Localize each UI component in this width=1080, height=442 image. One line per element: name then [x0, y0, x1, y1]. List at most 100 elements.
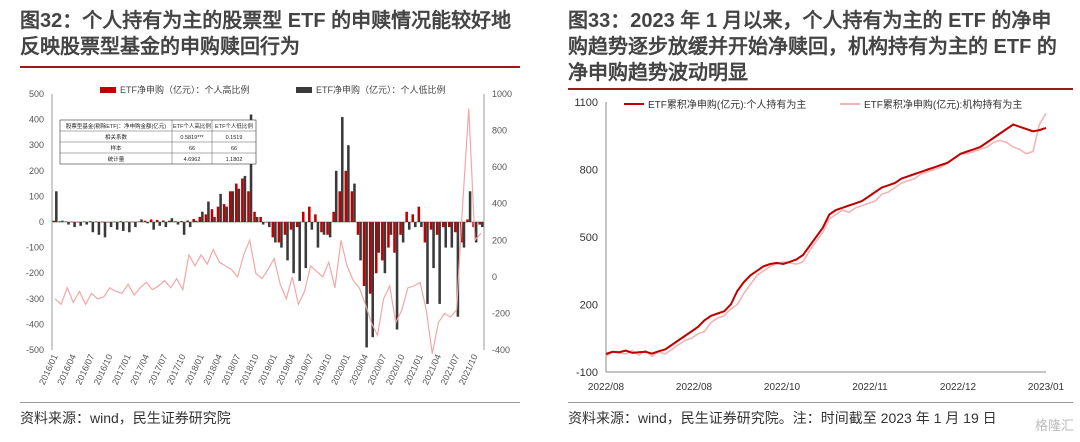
bar-high — [338, 191, 342, 222]
bar-high — [417, 206, 421, 222]
bar-low — [140, 219, 143, 222]
bar-high — [174, 221, 177, 222]
bar-high — [423, 222, 427, 243]
bar-low — [188, 222, 192, 228]
bar-high — [52, 220, 56, 222]
bar-low — [128, 222, 131, 233]
bar-high — [113, 221, 116, 223]
left-chart: -500 -400 -300 -200 -100 0 100 200 300 400 500 -400… — [26, 84, 512, 386]
bar-high — [216, 206, 220, 222]
bar-high — [186, 220, 189, 222]
bar-low — [79, 222, 82, 226]
bar-high — [259, 216, 262, 222]
bar-high — [466, 219, 469, 222]
bar-high — [314, 214, 317, 222]
bar-high — [387, 222, 390, 248]
bar-high — [283, 222, 287, 235]
bar-low — [274, 222, 277, 243]
x-tick-label: 2022/08 — [588, 382, 625, 393]
bar-low — [383, 222, 387, 274]
bar-low — [414, 222, 417, 228]
bar-high — [192, 218, 195, 222]
bar-high — [393, 222, 396, 253]
bar-low — [462, 222, 466, 248]
left-panel: 图32：个人持有为主的股票型 ETF 的申赎情况能较好地反映股票型基金的申购赎回… — [0, 0, 532, 442]
bar-low — [280, 222, 283, 248]
bar-low — [377, 222, 381, 253]
bar-low — [480, 222, 484, 228]
bar-low — [292, 222, 295, 274]
bar-low — [438, 222, 441, 304]
bar-high — [362, 222, 366, 286]
bar-high — [295, 222, 299, 228]
watermark: 格隆汇 — [1034, 418, 1074, 433]
y-tick-label: 200 — [29, 166, 44, 176]
right-panel: 图33：2023 年 1 月以来，个人持有为主的 ETF 的净申购趋势逐步放缓并… — [556, 0, 1080, 442]
bar-high — [374, 222, 378, 274]
bar-high — [301, 211, 305, 222]
x-tick-label: 2022/08 — [676, 382, 713, 393]
bar-low — [67, 222, 70, 225]
bar-low — [73, 222, 76, 228]
bar-low — [164, 222, 168, 228]
right-chart: -100 200 500 800 1100 2022/08 2022/08 2022/10 20… — [574, 97, 1064, 393]
bar-low — [115, 222, 119, 230]
bar-high — [247, 191, 250, 222]
bar-high — [64, 221, 68, 222]
y2-tick-label: 400 — [492, 199, 507, 209]
bar-high — [228, 191, 232, 222]
bar-low — [176, 222, 180, 225]
bar-low — [328, 222, 332, 238]
y-tick-label: -200 — [26, 268, 44, 278]
bar-low — [243, 175, 247, 222]
table-cell: 4.6962 — [184, 157, 201, 163]
bar-low — [85, 222, 89, 225]
bar-low — [268, 222, 271, 228]
bar-high — [180, 220, 183, 222]
bar-high — [95, 221, 98, 222]
bar-low — [109, 222, 113, 228]
bar-low — [255, 216, 259, 222]
y-tick-label: -500 — [26, 345, 44, 355]
bar-high — [277, 222, 281, 243]
source-rule — [20, 402, 520, 403]
bar-low — [365, 222, 368, 348]
line-institutional — [605, 112, 1047, 358]
bar-high — [454, 222, 457, 233]
y-tick-label: 400 — [29, 115, 44, 125]
bar-high — [137, 221, 141, 222]
bar-high — [101, 221, 104, 223]
bar-low — [450, 222, 454, 248]
bar-high — [253, 211, 256, 222]
bar-low — [55, 191, 58, 222]
bar-high — [411, 214, 415, 222]
source-rule — [568, 402, 1073, 403]
y-tick-label: 0 — [39, 217, 44, 227]
legend-label-high: ETF净申购（亿元）：个人高比例 — [120, 84, 250, 95]
table-cell: 1.1802 — [226, 157, 243, 163]
bar-high — [289, 222, 293, 230]
bar-high — [429, 222, 433, 230]
y-tick-label: 500 — [29, 89, 44, 99]
bar-low — [158, 222, 162, 226]
bar-high — [222, 204, 226, 222]
table-cell: 66 — [231, 146, 237, 152]
bar-low — [389, 222, 393, 235]
table-cell: 0.5819*** — [180, 135, 204, 141]
bar-low — [420, 222, 423, 228]
bar-low — [432, 222, 435, 269]
bar-low — [310, 222, 314, 230]
bar-high — [447, 222, 451, 228]
y-tick-label: 100 — [29, 191, 44, 201]
bar-high — [332, 211, 335, 222]
bar-high — [356, 222, 360, 235]
bar-low — [213, 216, 216, 222]
bar-high — [210, 209, 214, 222]
bar-high — [88, 221, 92, 222]
legend-swatch-high — [100, 87, 116, 93]
y-tick-label: 500 — [580, 232, 598, 244]
bar-high — [399, 222, 402, 235]
bar-low — [261, 222, 265, 225]
source-left: 资料来源：wind，民生证券研究院 — [20, 410, 231, 426]
x-tick-label: 2022/10 — [764, 382, 801, 393]
